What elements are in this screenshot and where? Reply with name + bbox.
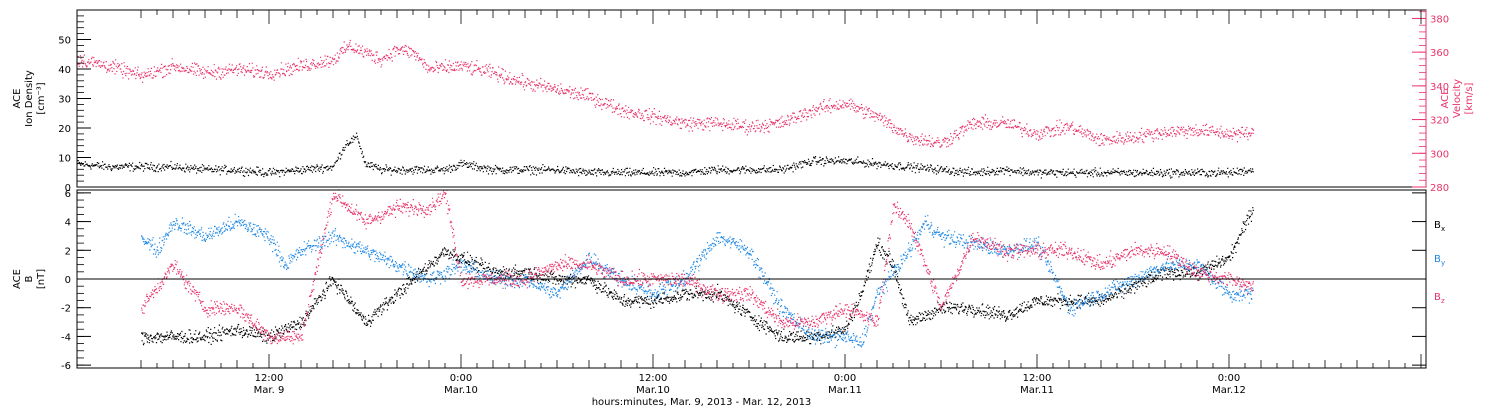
top-right-tick-label: 320 [1430, 116, 1449, 127]
bottom-left-tick-label: 4 [65, 218, 71, 229]
x-tick-label-date: Mar.11 [1020, 385, 1054, 396]
by-points [141, 213, 1254, 349]
top-right-ylabel-line: [km/s] [1464, 82, 1475, 114]
legend-entry: B [1434, 220, 1441, 231]
x-tick-label-date: Mar.10 [444, 385, 478, 396]
top-left-tick-label: 20 [58, 124, 71, 135]
top-right-tick-label: 340 [1430, 82, 1449, 93]
legend-entry: B [1434, 292, 1441, 303]
bottom-left-tick-label: 2 [65, 246, 71, 257]
x-tick-label-time: 0:00 [1218, 373, 1240, 384]
bottom-left-tick-label: -6 [61, 361, 71, 372]
bottom-panel-points [141, 189, 1254, 349]
legend-subscript: z [1441, 297, 1445, 305]
top-panel-frame [76, 9, 1427, 188]
labels: 0 10 20 30 40 50 280 300 320 340 360 380 -6 -4 -2 0 2 4 6 1… [12, 14, 1475, 408]
bottom-left-tick-label: 6 [65, 189, 71, 200]
density-points [77, 132, 1254, 179]
bottom-left-tick-label: 0 [65, 275, 71, 286]
top-right-tick-label: 380 [1430, 14, 1449, 25]
legend-subscript: x [1441, 225, 1445, 233]
x-tick-label-time: 12:00 [255, 373, 284, 384]
bz-points [141, 189, 1254, 345]
top-right-tick-label: 280 [1430, 183, 1449, 194]
bottom-ylabel-line: B [24, 275, 35, 282]
top-right-tick-label: 360 [1430, 48, 1449, 59]
top-right-ylabel-line: Velocity [1452, 79, 1463, 118]
bx-points [141, 207, 1254, 346]
bottom-left-tick-label: -4 [61, 332, 71, 343]
bottom-left-tick-label: -2 [61, 304, 71, 315]
x-tick-label-time: 0:00 [450, 373, 472, 384]
x-tick-label-time: 12:00 [639, 373, 668, 384]
top-left-ylabel-line: [cm⁻³] [36, 82, 47, 114]
top-left-ylabel-line: ACE [12, 89, 23, 109]
top-right-ylabel-line: ACE [1440, 89, 1451, 109]
x-axis-label: hours:minutes, Mar. 9, 2013 - Mar. 12, 2… [592, 397, 812, 408]
top-left-tick-label: 0 [65, 183, 71, 194]
x-tick-label-date: Mar.12 [1212, 385, 1246, 396]
x-tick-label-time: 12:00 [1023, 373, 1052, 384]
top-right-tick-label: 300 [1430, 149, 1449, 160]
legend-entry: B [1434, 254, 1441, 265]
axes [76, 9, 1427, 369]
top-left-tick-label: 50 [58, 36, 71, 47]
bottom-ylabel-line: ACE [12, 269, 23, 289]
x-tick-label-time: 0:00 [834, 373, 856, 384]
x-tick-label-date: Mar.11 [828, 385, 862, 396]
velocity-points [77, 39, 1255, 148]
legend-subscript: y [1441, 259, 1445, 267]
top-left-tick-label: 10 [58, 154, 71, 165]
top-left-tick-label: 30 [58, 95, 71, 106]
top-left-tick-label: 40 [58, 65, 71, 76]
bottom-ylabel-line: [nT] [36, 269, 47, 289]
top-panel-points [77, 39, 1255, 179]
top-left-ylabel-line: Ion Density [24, 70, 35, 127]
x-tick-label-date: Mar.10 [636, 385, 670, 396]
x-tick-label-date: Mar. 9 [254, 385, 285, 396]
